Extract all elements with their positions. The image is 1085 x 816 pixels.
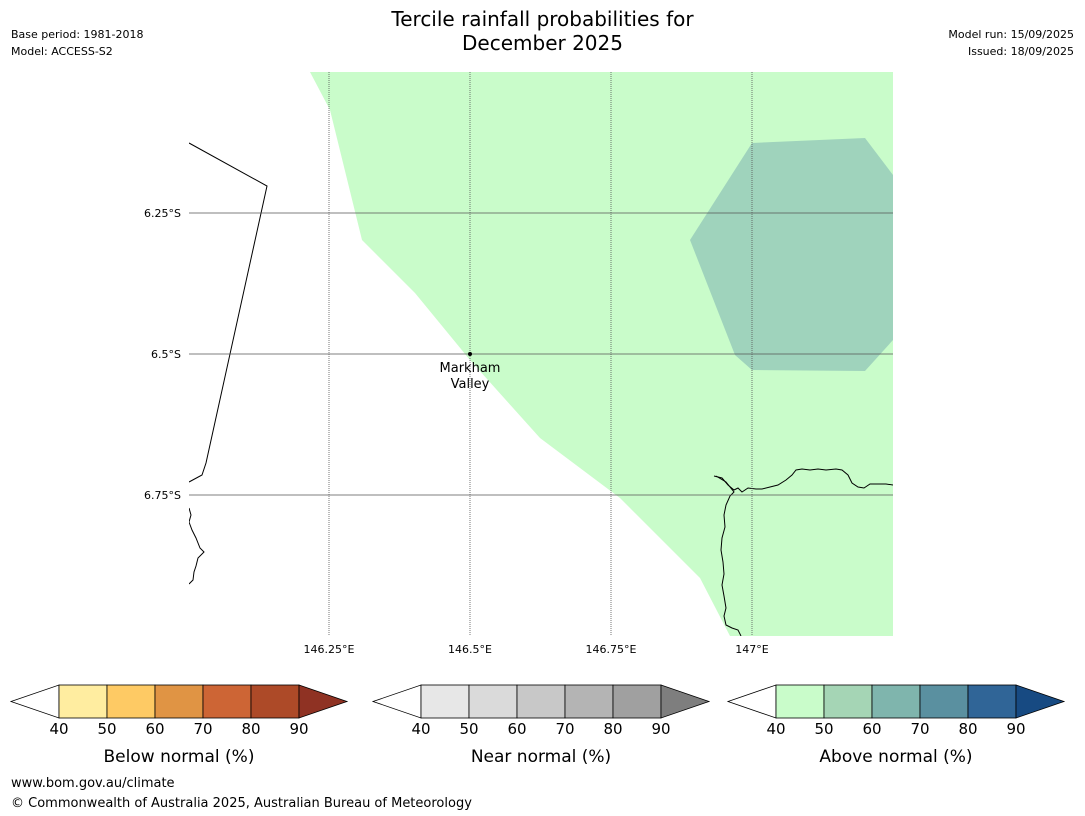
colorbar-tick-label: 70	[193, 720, 212, 738]
colorbar-low-extension	[9, 684, 60, 719]
longitude-label: 146.25°E	[304, 643, 355, 656]
longitude-label: 147°E	[735, 643, 768, 656]
above-normal-50-60-region	[690, 138, 893, 371]
colorbar-label: Below normal (%)	[104, 747, 255, 767]
colorbar-high-extension	[660, 684, 711, 719]
above-normal-colorbar: Above normal (%) 40 50 60 70 80 90	[726, 684, 1066, 767]
colorbar-high-extension	[1015, 684, 1066, 719]
colorbar-segment	[516, 684, 566, 719]
colorbar-segment	[967, 684, 1017, 719]
colorbar-tick-label: 40	[766, 720, 785, 738]
river-line	[715, 475, 742, 636]
colorbar-segment	[871, 684, 921, 719]
colorbar-tick-label: 60	[507, 720, 526, 738]
website-link[interactable]: www.bom.gov.au/climate	[11, 776, 175, 791]
place-name-line-1: Markham	[440, 361, 501, 376]
colorbar-segment	[58, 684, 108, 719]
colorbar-high-extension	[298, 684, 349, 719]
latitude-label: 6.5°S	[151, 348, 181, 361]
colorbar-tick-label: 90	[1006, 720, 1025, 738]
issued-date: Issued: 18/09/2025	[967, 45, 1074, 58]
colorbar-tick-label: 90	[651, 720, 670, 738]
place-name-line-2: Valley	[451, 377, 490, 392]
colorbar-tick-label: 80	[603, 720, 622, 738]
colorbar-tick-label: 50	[459, 720, 478, 738]
colorbar-tick-label: 60	[862, 720, 881, 738]
colorbar-segment	[106, 684, 156, 719]
colorbar-segment	[154, 684, 204, 719]
colorbar-label: Near normal (%)	[471, 747, 611, 767]
map-title: Tercile rainfall probabilities for Decem…	[0, 7, 1085, 55]
near-normal-colorbar: Near normal (%) 40 50 60 70 80 90	[371, 684, 711, 767]
colorbar-segment	[202, 684, 252, 719]
colorbar-tick-label: 80	[958, 720, 977, 738]
coastline-east	[713, 468, 893, 493]
run-info: Model run: 15/09/2025 Issued: 18/09/2025	[948, 26, 1074, 60]
colorbar-segment	[468, 684, 518, 719]
colorbar-tick-label: 50	[814, 720, 833, 738]
colorbar-segment	[564, 684, 614, 719]
colorbar-segment	[919, 684, 969, 719]
colorbar-low-extension	[726, 684, 777, 719]
colorbar-low-extension	[371, 684, 422, 719]
colorbar-tick-label: 40	[411, 720, 430, 738]
longitude-label: 146.5°E	[448, 643, 492, 656]
colorbar-tick-label: 70	[555, 720, 574, 738]
colorbar-tick-label: 60	[145, 720, 164, 738]
colorbar-tick-label: 70	[910, 720, 929, 738]
colorbar-label: Above normal (%)	[819, 747, 972, 767]
latitude-label: 6.75°S	[144, 489, 181, 502]
title-line-2: December 2025	[462, 31, 623, 55]
footer: www.bom.gov.au/climate © Commonwealth of…	[11, 774, 472, 814]
colorbar-tick-label: 40	[49, 720, 68, 738]
colorbar-tick-label: 90	[289, 720, 308, 738]
place-marker	[468, 352, 472, 356]
base-period: Base period: 1981-2018	[11, 28, 144, 41]
map-area: Markham Valley	[189, 72, 893, 636]
colorbar-segment	[420, 684, 470, 719]
title-line-1: Tercile rainfall probabilities for	[391, 7, 694, 31]
below-normal-colorbar: Below normal (%) 40 50 60 70 80 90	[9, 684, 349, 767]
border-line	[189, 142, 268, 483]
copyright-text: © Commonwealth of Australia 2025, Austra…	[11, 796, 472, 811]
colorbar-segment	[250, 684, 300, 719]
latitude-label: 6.25°S	[144, 207, 181, 220]
colorbar-tick-label: 50	[97, 720, 116, 738]
coastline-west	[189, 507, 205, 585]
colorbar-tick-label: 80	[241, 720, 260, 738]
colorbar-segment	[823, 684, 873, 719]
model-run: Model run: 15/09/2025	[948, 28, 1074, 41]
longitude-label: 146.75°E	[586, 643, 637, 656]
model-name: Model: ACCESS-S2	[11, 45, 113, 58]
base-period-info: Base period: 1981-2018 Model: ACCESS-S2	[11, 26, 143, 60]
colorbar-segment	[612, 684, 662, 719]
colorbar-segment	[775, 684, 825, 719]
